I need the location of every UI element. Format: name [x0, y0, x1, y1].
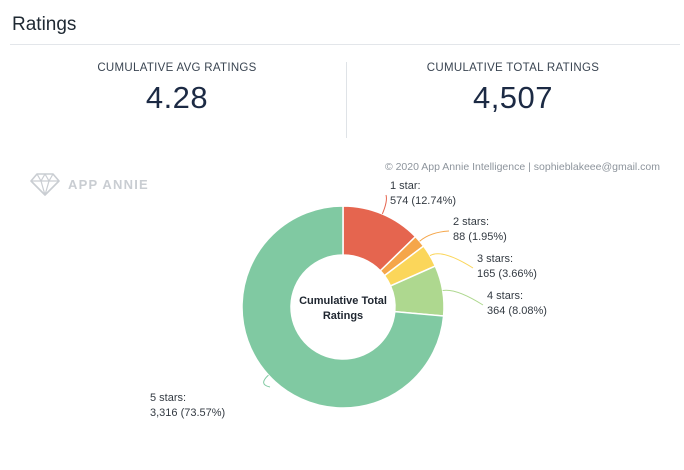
total-ratings-value: 4,507	[472, 80, 554, 115]
slice-value-label-2: 88 (1.95%)	[453, 231, 507, 243]
slice-label-4: 4 stars:	[487, 290, 523, 302]
slice-value-label-3: 165 (3.66%)	[477, 268, 537, 280]
connector-line-2	[419, 230, 450, 242]
app-annie-watermark: APP ANNIE	[30, 172, 149, 196]
avg-ratings-value: 4.28	[145, 80, 209, 115]
watermark-text: APP ANNIE	[68, 176, 149, 192]
donut-slice-5[interactable]	[241, 205, 445, 409]
slice-label-2: 2 stars:	[453, 216, 489, 228]
stats-divider	[346, 62, 347, 138]
slice-label-3: 3 stars:	[477, 253, 513, 265]
slice-value-label-4: 364 (8.08%)	[487, 305, 547, 317]
slice-label-1: 1 star:	[390, 180, 421, 192]
avg-ratings-label: CUMULATIVE AVG RATINGS	[97, 62, 257, 74]
title-divider	[10, 44, 680, 45]
total-ratings-label: CUMULATIVE TOTAL RATINGS	[426, 62, 600, 74]
donut-center-label-1: Cumulative Total	[299, 295, 387, 307]
connector-line-3	[429, 253, 474, 269]
donut-center-label-2: Ratings	[323, 310, 363, 322]
copyright-text: © 2020 App Annie Intelligence | sophiebl…	[384, 161, 660, 173]
slice-label-5: 5 stars:	[150, 392, 186, 404]
slice-value-label-1: 574 (12.74%)	[390, 195, 456, 207]
avg-ratings-stat: CUMULATIVE AVG RATINGS 4.28	[12, 62, 342, 116]
connector-line-5	[263, 374, 271, 388]
connector-line-1	[381, 194, 387, 215]
connector-line-4	[442, 289, 484, 306]
slice-value-label-5: 3,316 (73.57%)	[150, 407, 225, 419]
diamond-logo-icon	[30, 173, 60, 196]
section-title: Ratings	[12, 14, 77, 35]
total-ratings-stat: CUMULATIVE TOTAL RATINGS 4,507	[348, 62, 678, 116]
